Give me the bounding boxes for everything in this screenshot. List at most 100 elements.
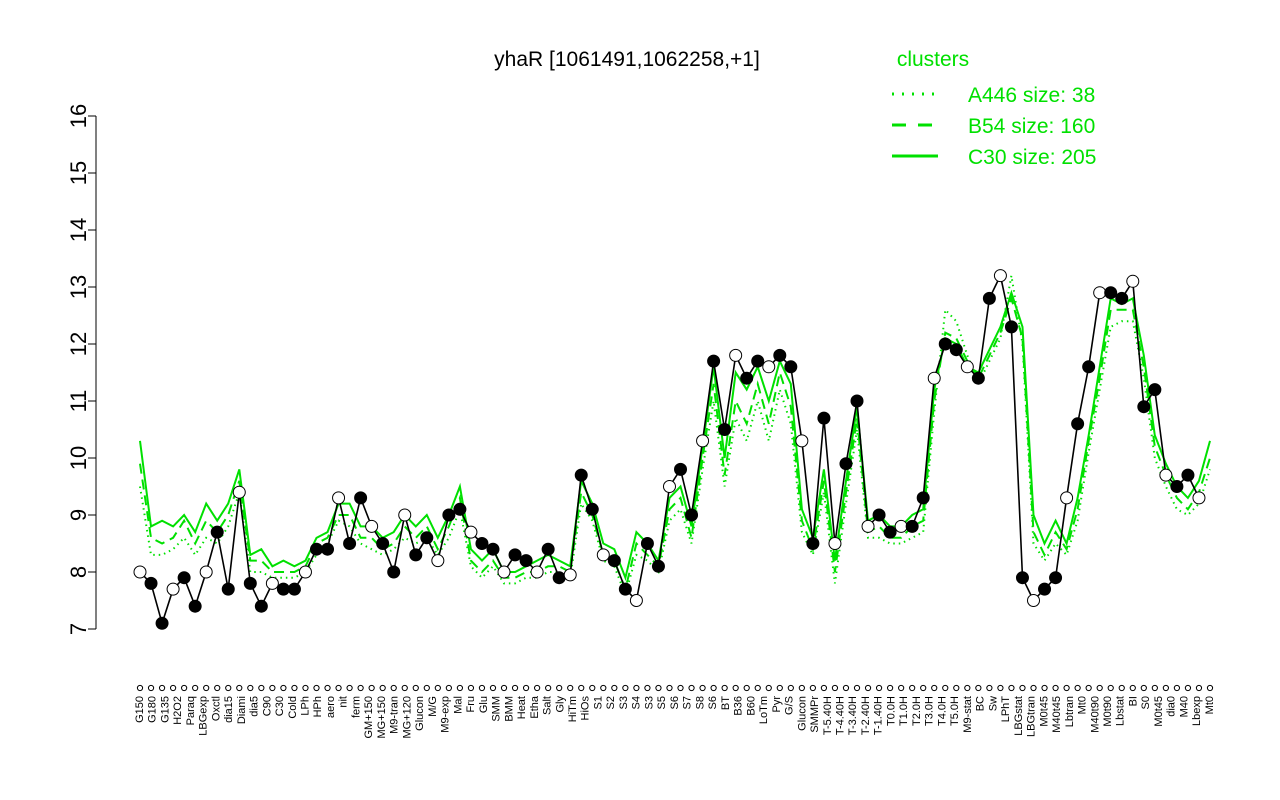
x-tick-dot — [589, 684, 596, 692]
data-point — [321, 542, 335, 556]
data-point — [971, 371, 985, 385]
data-point — [596, 548, 610, 562]
x-tick-dot — [258, 684, 265, 692]
x-tick-dot — [986, 684, 993, 692]
x-tick-dot — [1030, 684, 1037, 692]
data-point — [409, 548, 423, 562]
data-point — [376, 537, 390, 550]
data-point — [960, 360, 974, 374]
x-tick-label: HPh — [312, 696, 324, 717]
data-point — [949, 343, 963, 357]
data-point — [475, 537, 489, 550]
data-point — [916, 491, 930, 505]
data-point — [486, 542, 500, 556]
x-tick-dot — [677, 684, 684, 692]
x-tick-dot — [357, 684, 364, 692]
data-point — [773, 348, 787, 362]
x-tick-dot — [754, 684, 761, 692]
x-tick-label: S3 — [643, 696, 655, 709]
data-point — [685, 508, 699, 522]
x-tick-dot — [522, 684, 530, 692]
x-tick-label: dia5 — [249, 696, 261, 717]
x-tick-dot — [644, 684, 651, 692]
x-tick-label: T4.0H — [936, 696, 948, 726]
x-axis: G150 G180 G135 H2O2 Paraq LBGexp Oxctl dia15 Dia… — [134, 684, 1216, 739]
data-point — [420, 531, 434, 545]
x-tick-label: nit — [338, 696, 350, 708]
data-point — [1049, 571, 1063, 585]
x-tick-dot — [721, 684, 728, 692]
x-tick-label: S6 — [669, 696, 681, 709]
x-tick-dot — [1118, 684, 1125, 692]
x-tick-label: Sw — [987, 696, 999, 711]
data-point — [1137, 400, 1151, 414]
legend-label-a446: A446 size: 38 — [968, 84, 1095, 107]
data-point — [1004, 320, 1018, 334]
x-tick-dot — [975, 684, 982, 692]
x-tick-dot — [335, 684, 342, 692]
x-tick-label: Cold — [287, 696, 299, 719]
x-tick-dot — [699, 684, 706, 692]
x-tick-label: B36 — [733, 696, 745, 716]
x-tick-dot — [302, 684, 309, 692]
x-tick-dot — [192, 684, 199, 692]
x-tick-dot — [655, 684, 662, 692]
x-tick-dot — [633, 684, 640, 692]
x-tick-dot — [1107, 684, 1114, 692]
x-tick-dot — [787, 684, 794, 692]
x-tick-label: Glucon — [796, 696, 808, 731]
data-point — [1027, 594, 1041, 607]
x-tick-label: Lbstat — [1115, 696, 1127, 726]
x-tick-label: LBGstat — [1013, 696, 1025, 736]
x-tick-label: M40 — [1178, 696, 1190, 717]
x-tick-dot — [1129, 684, 1136, 692]
x-tick-dot — [611, 684, 618, 692]
x-tick-label: MG+120 — [401, 696, 413, 739]
data-point — [651, 559, 665, 573]
x-tick-label: M40t45 — [1051, 696, 1063, 733]
x-tick-dot — [280, 684, 287, 692]
x-tick-label: M9-stat — [962, 696, 974, 733]
data-point — [387, 565, 401, 579]
data-point — [298, 565, 312, 579]
plot-area — [133, 269, 1211, 630]
legend-title: clusters — [897, 48, 969, 71]
x-tick-dot — [1162, 684, 1169, 692]
data-point — [508, 548, 522, 562]
x-tick-label: Paraq — [185, 696, 197, 725]
y-tick-label: 12 — [66, 332, 91, 356]
data-point — [872, 508, 886, 522]
data-point — [729, 348, 743, 362]
y-axis: 7 8 9 10 11 12 13 14 15 16 — [66, 104, 97, 635]
x-tick-dot — [1173, 684, 1181, 692]
data-point — [574, 468, 588, 482]
x-tick-dot — [688, 684, 695, 692]
x-tick-label: G135 — [159, 696, 171, 723]
x-tick-label: M0t45 — [1038, 696, 1050, 727]
data-point — [519, 554, 533, 568]
x-tick-label: Heat — [516, 696, 528, 719]
data-point — [1093, 286, 1107, 300]
x-tick-label: H2O2 — [172, 696, 184, 725]
x-tick-dot — [1151, 684, 1158, 692]
x-tick-label: LPhT — [1000, 696, 1012, 723]
x-tick-label: Glu — [478, 696, 490, 713]
x-tick-label: Etha — [529, 695, 541, 719]
legend-label-c30: C30 size: 205 — [968, 146, 1096, 169]
x-tick-label: S2 — [605, 696, 617, 709]
data-point — [894, 519, 908, 533]
data-point — [718, 423, 732, 436]
data-point — [861, 519, 875, 533]
x-tick-label: T2.0H — [911, 696, 923, 726]
x-tick-dot — [390, 684, 397, 692]
x-tick-label: BI — [1127, 696, 1139, 706]
x-tick-dot — [1195, 684, 1203, 692]
series-line-observed — [139, 273, 1200, 627]
data-point — [1038, 582, 1052, 596]
x-tick-label: Gly — [554, 696, 566, 713]
data-point — [839, 457, 853, 471]
data-point — [817, 411, 831, 425]
x-tick-dot — [500, 684, 508, 692]
data-point — [398, 508, 412, 522]
data-point — [1148, 383, 1162, 397]
